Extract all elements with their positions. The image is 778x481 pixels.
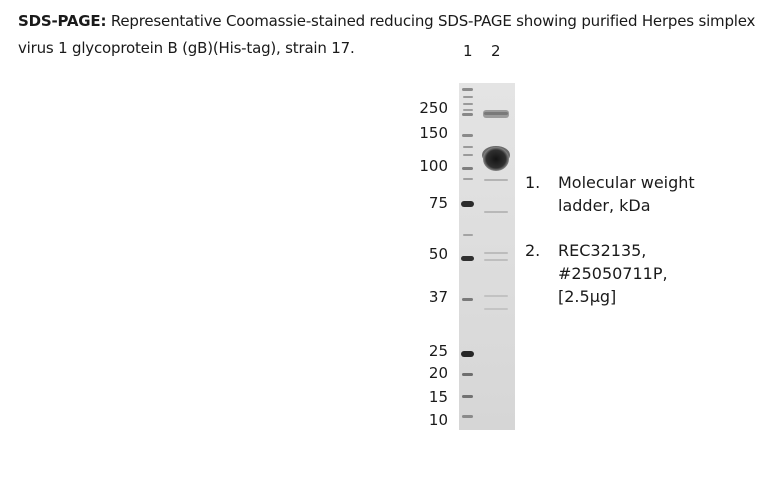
ladder-band <box>463 96 473 98</box>
ladder-band-50 <box>461 256 474 261</box>
ladder-band-150 <box>462 134 473 137</box>
ladder-band-75 <box>461 201 474 207</box>
ladder-band-20 <box>462 373 473 376</box>
legend-text-line: REC32135, <box>558 241 647 260</box>
lane-label-2: 2 <box>491 42 501 60</box>
ladder-band-250 <box>462 113 473 116</box>
ladder-band <box>463 146 473 148</box>
caption-text: Representative Coomassie-stained reducin… <box>18 12 756 57</box>
ladder-band-100 <box>462 167 473 170</box>
legend-text-line: #25050711P, <box>558 264 668 283</box>
ladder-band-10 <box>462 415 473 418</box>
marker-label-37: 37 <box>428 288 448 306</box>
ladder-band-37 <box>462 298 473 301</box>
ladder-band-25 <box>461 351 474 357</box>
marker-label-10: 10 <box>428 411 448 429</box>
sample-band-high-core <box>484 112 508 115</box>
marker-label-25: 25 <box>428 342 448 360</box>
marker-label-20: 20 <box>428 364 448 382</box>
ladder-band-15 <box>462 395 473 398</box>
legend-number: 1. <box>525 173 541 192</box>
sample-band-main <box>483 147 509 171</box>
marker-label-250: 250 <box>419 99 448 117</box>
sample-band-minor <box>484 252 508 254</box>
sample-band-minor <box>484 308 508 310</box>
ladder-band <box>463 234 473 236</box>
sample-band-minor <box>484 295 508 297</box>
legend-number: 2. <box>525 241 541 260</box>
sample-band-minor <box>484 179 508 181</box>
marker-label-15: 15 <box>428 388 448 406</box>
gel-image <box>459 83 515 430</box>
marker-label-150: 150 <box>419 124 448 142</box>
sample-band-minor <box>484 259 508 261</box>
legend-text-line: ladder, kDa <box>558 196 651 215</box>
legend-text-line: Molecular weight <box>558 173 695 192</box>
sample-band-minor <box>484 211 508 213</box>
ladder-band <box>463 154 473 156</box>
ladder-lane <box>461 88 474 418</box>
ladder-band <box>463 109 473 111</box>
legend-text-line: [2.5µg] <box>558 287 617 306</box>
lane-label-1: 1 <box>463 42 473 60</box>
sample-lane <box>482 110 510 310</box>
ladder-band <box>463 103 473 105</box>
ladder-band <box>463 178 473 180</box>
marker-label-50: 50 <box>428 245 448 263</box>
figure-caption: SDS-PAGE: Representative Coomassie-stain… <box>18 8 768 62</box>
caption-heading: SDS-PAGE: <box>18 12 107 30</box>
marker-label-75: 75 <box>428 194 448 212</box>
ladder-band-top <box>462 88 473 91</box>
marker-label-100: 100 <box>419 157 448 175</box>
